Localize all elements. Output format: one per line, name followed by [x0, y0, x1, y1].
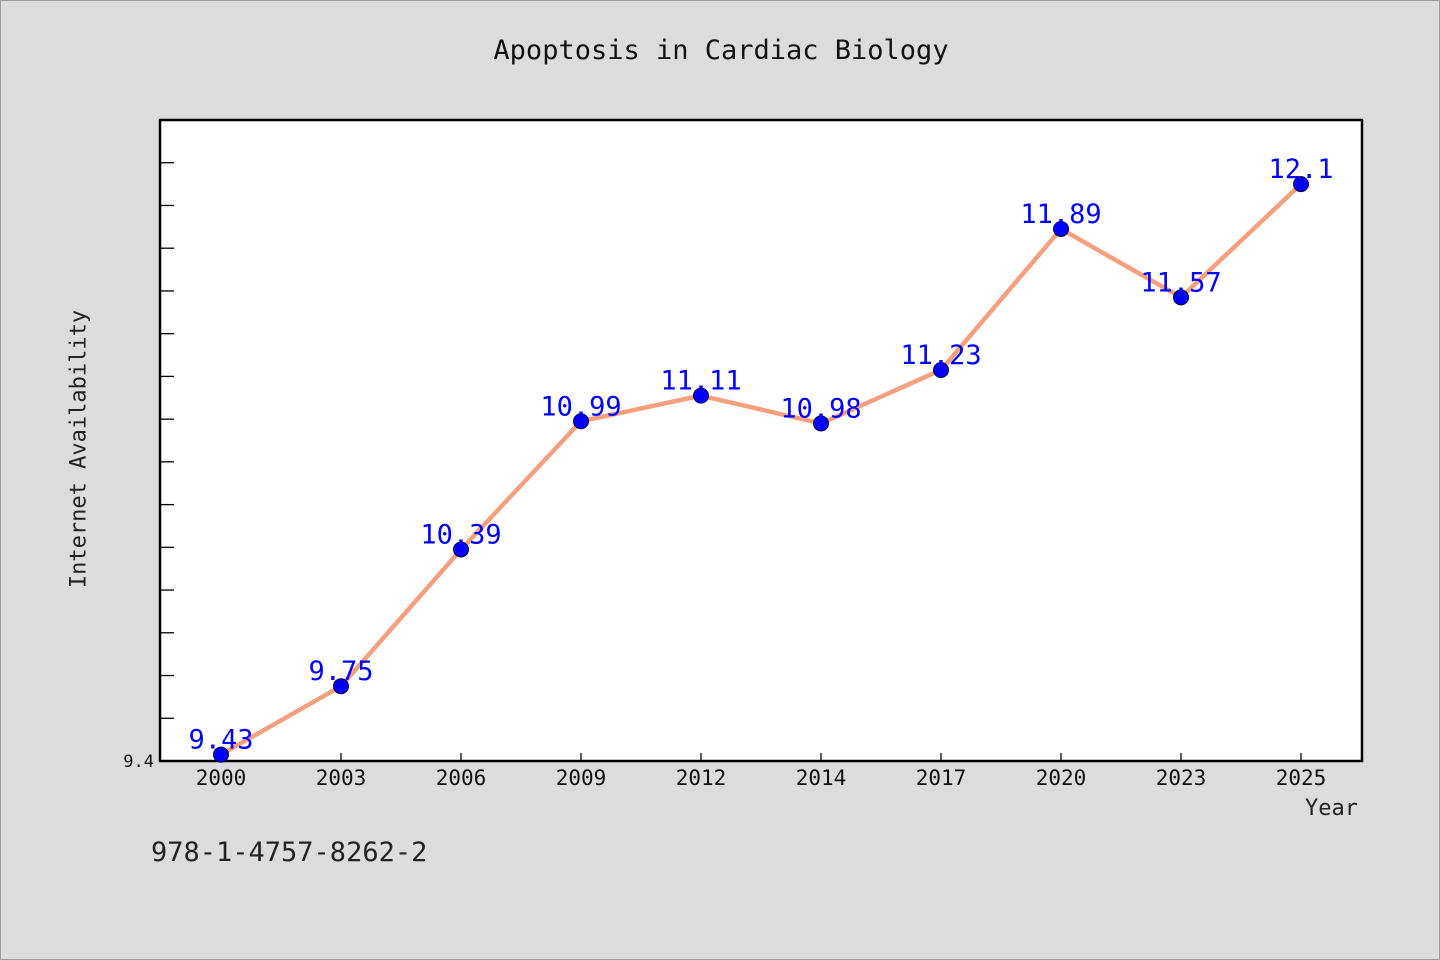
y-tick-label: 9.4: [123, 752, 154, 772]
data-point-marker: [573, 413, 589, 430]
data-label: 9.43: [188, 725, 253, 756]
x-tick-label: 2003: [316, 766, 367, 790]
data-label: 9.75: [308, 656, 373, 687]
data-label: 10.98: [780, 393, 861, 424]
data-label: 11.11: [660, 366, 741, 397]
x-tick-label: 2006: [436, 766, 487, 790]
isbn-identifier: 978-1-4757-8262-2: [151, 837, 428, 868]
data-point-marker: [1293, 176, 1309, 193]
x-tick-label: 2017: [916, 766, 967, 790]
chart-title: Apoptosis in Cardiac Biology: [493, 35, 949, 66]
x-tick-label: 2000: [196, 766, 247, 790]
data-point-marker: [813, 415, 829, 432]
x-tick-label: 2023: [1156, 766, 1207, 790]
x-tick-label: 2012: [676, 766, 727, 790]
data-label: 10.39: [420, 519, 501, 550]
x-axis-label: Year: [1305, 796, 1358, 821]
data-point-marker: [933, 361, 949, 378]
data-point-marker: [333, 678, 349, 695]
data-label-group: 9.43 9.75 10.39 10.99 11.11 10.98 11.23 11.89 11…: [188, 154, 1333, 755]
data-label: 12.1: [1268, 154, 1333, 185]
x-tick-label: 2009: [556, 766, 607, 790]
data-label: 11.23: [900, 340, 981, 371]
x-tick-label: 2014: [796, 766, 847, 790]
data-point-marker: [1173, 289, 1189, 306]
y-axis-ticks: 9.4: [123, 162, 174, 772]
data-point-marker: [453, 541, 469, 558]
plot-area: [158, 118, 1364, 763]
x-tick-label: 2025: [1276, 766, 1327, 790]
x-tick-label: 2020: [1036, 766, 1087, 790]
data-label: 11.89: [1020, 199, 1101, 230]
data-point-marker: [213, 746, 229, 763]
data-point-marker: [693, 387, 709, 404]
data-point-marker: [1053, 220, 1069, 237]
series-line: [219, 182, 1303, 757]
data-label: 10.99: [540, 391, 621, 422]
x-axis-ticks: 2000 2003 2006 2009 2012 2014 2017 2020 2023 2025: [196, 753, 1327, 790]
data-label: 11.57: [1140, 267, 1221, 298]
series-group: [213, 176, 1309, 763]
